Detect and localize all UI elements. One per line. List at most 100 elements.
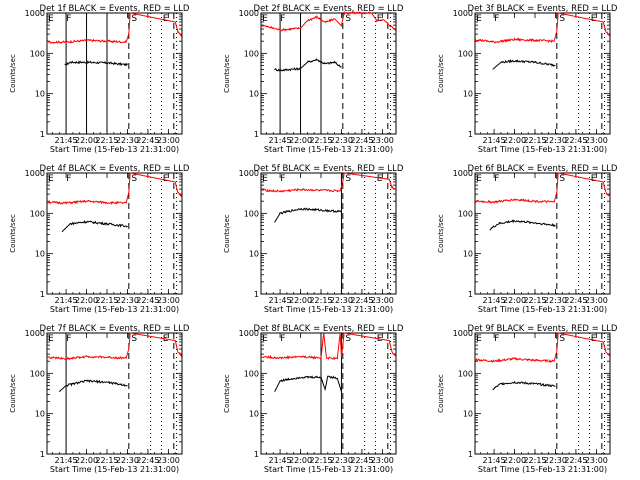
panel-det-8f: Det 8f BLACK = Events, RED = LLD 1 10 100 10… — [223, 324, 404, 474]
event-letter: F — [66, 174, 71, 184]
event-letter: F — [494, 14, 499, 24]
y-tick-label: 1000 — [239, 9, 259, 18]
x-tick-label: 22:15 — [523, 136, 546, 145]
event-letter: F — [494, 334, 499, 344]
plot-frame — [260, 172, 397, 295]
event-letter: E — [48, 334, 54, 344]
panel-det-9f: Det 9f BLACK = Events, RED = LLD 1 10 100 10… — [437, 324, 618, 474]
event-letter: E — [262, 334, 268, 344]
event-letter: E — [377, 14, 383, 24]
y-tick-label: 1 — [468, 290, 473, 299]
x-tick-label: 21:45 — [483, 296, 506, 305]
event-letter: S — [559, 14, 565, 24]
x-axis-label: Start Time (15-Feb-13 21:31:00) — [478, 305, 607, 314]
y-axis-label: Counts/sec — [437, 54, 445, 93]
x-tick-label: 22:30 — [116, 136, 139, 145]
x-tick-label: 22:00 — [503, 136, 526, 145]
event-letter: E — [163, 14, 169, 24]
y-axis-label: Counts/sec — [9, 374, 17, 413]
events-series-line — [61, 219, 128, 233]
events-series-line — [274, 375, 342, 392]
event-letter: E — [48, 14, 54, 24]
chart-title: Det 4f BLACK = Events, RED = LLD — [40, 164, 190, 174]
event-letter: S — [559, 174, 565, 184]
event-letter: E — [476, 174, 482, 184]
y-tick-label: 1 — [40, 450, 45, 459]
event-letter: E — [262, 174, 268, 184]
panel-det-6f: Det 6f BLACK = Events, RED = LLD 1 10 100 10… — [437, 164, 618, 314]
x-tick-label: 22:30 — [116, 296, 139, 305]
x-tick-label: 23:00 — [157, 136, 180, 145]
x-tick-label: 22:15 — [309, 136, 332, 145]
y-tick-label: 10 — [463, 90, 473, 99]
x-tick-label: 23:00 — [157, 456, 180, 465]
chart-title: Det 1f BLACK = Events, RED = LLD — [40, 4, 190, 14]
y-tick-label: 10 — [35, 250, 45, 259]
plot-frame — [46, 332, 183, 455]
y-tick-label: 10 — [249, 410, 259, 419]
plot-frame — [474, 332, 611, 455]
event-letter: S — [345, 174, 351, 184]
x-tick-label: 22:30 — [544, 136, 567, 145]
y-tick-label: 100 — [244, 209, 259, 218]
lld-series-line — [260, 332, 397, 360]
y-tick-label: 1 — [40, 130, 45, 139]
lld-series-line — [46, 172, 183, 205]
x-tick-label: 22:15 — [95, 136, 118, 145]
y-tick-label: 1000 — [453, 329, 473, 338]
y-tick-label: 10 — [249, 90, 259, 99]
plot-frame — [260, 12, 397, 135]
x-tick-label: 22:00 — [289, 456, 312, 465]
x-axis-label: Start Time (15-Feb-13 21:31:00) — [264, 465, 393, 474]
x-axis-label: Start Time (15-Feb-13 21:31:00) — [478, 465, 607, 474]
events-series-line — [274, 58, 342, 72]
event-letter: S — [131, 174, 137, 184]
x-tick-label: 22:30 — [544, 296, 567, 305]
x-axis-label: Start Time (15-Feb-13 21:31:00) — [478, 145, 607, 154]
plot-frame — [46, 12, 183, 135]
event-letter: E — [476, 334, 482, 344]
x-tick-label: 22:30 — [116, 456, 139, 465]
y-axis-label: Counts/sec — [437, 374, 445, 413]
x-tick-label: 22:00 — [289, 136, 312, 145]
x-tick-label: 22:45 — [350, 296, 373, 305]
x-tick-label: 21:45 — [55, 136, 78, 145]
y-tick-label: 10 — [463, 250, 473, 259]
x-tick-label: 23:00 — [585, 296, 608, 305]
y-axis-label: Counts/sec — [223, 214, 231, 253]
plot-frame — [260, 332, 397, 455]
x-tick-label: 22:15 — [95, 456, 118, 465]
y-tick-label: 10 — [35, 410, 45, 419]
x-tick-label: 21:45 — [483, 136, 506, 145]
y-axis-label: Counts/sec — [437, 214, 445, 253]
x-tick-label: 22:00 — [75, 296, 98, 305]
y-tick-label: 100 — [458, 209, 473, 218]
x-axis-label: Start Time (15-Feb-13 21:31:00) — [50, 305, 179, 314]
event-letter: F — [66, 334, 71, 344]
event-letter: F — [280, 14, 285, 24]
x-tick-label: 23:00 — [157, 296, 180, 305]
x-tick-label: 21:45 — [269, 296, 292, 305]
x-axis-label: Start Time (15-Feb-13 21:31:00) — [50, 465, 179, 474]
y-tick-label: 1 — [254, 450, 259, 459]
x-axis-label: Start Time (15-Feb-13 21:31:00) — [50, 145, 179, 154]
x-tick-label: 22:30 — [330, 136, 353, 145]
y-tick-label: 1000 — [25, 9, 45, 18]
y-tick-label: 1 — [254, 130, 259, 139]
x-tick-label: 22:00 — [75, 456, 98, 465]
plot-frame — [46, 172, 183, 295]
y-axis-label: Counts/sec — [223, 54, 231, 93]
panel-det-7f: Det 7f BLACK = Events, RED = LLD 1 10 100 10… — [9, 324, 190, 474]
chart-title: Det 8f BLACK = Events, RED = LLD — [254, 324, 404, 334]
event-letter: S — [559, 334, 565, 344]
x-tick-label: 22:45 — [136, 456, 159, 465]
event-letter: E — [262, 14, 268, 24]
y-tick-label: 100 — [244, 49, 259, 58]
x-tick-label: 22:15 — [523, 296, 546, 305]
lld-series-line — [260, 172, 397, 193]
lld-series-line — [46, 332, 183, 361]
x-tick-label: 22:30 — [330, 296, 353, 305]
event-letter: E — [163, 174, 169, 184]
y-axis-label: Counts/sec — [223, 374, 231, 413]
